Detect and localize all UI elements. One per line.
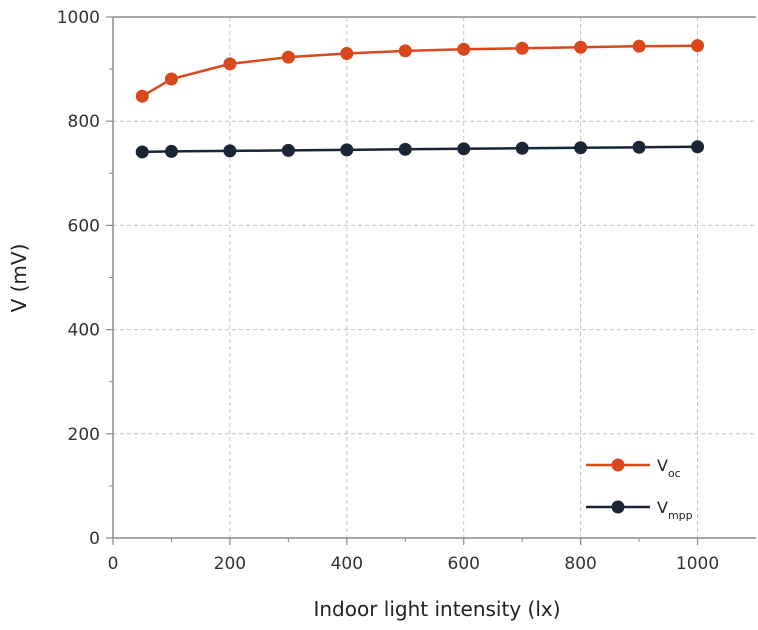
ticks: 0 200 400 600 800 1000 0 200 400 600 800 1000 [57, 8, 719, 574]
legend-label-vmpp-main: V [657, 498, 668, 517]
data-point-vmpp [164, 144, 178, 158]
y-tick-label: 800 [68, 112, 100, 132]
legend-item-vmpp: Vmpp [586, 498, 693, 522]
series-layer [135, 39, 705, 159]
data-point-voc [281, 50, 295, 64]
data-point-vmpp [457, 142, 471, 156]
data-point-voc [515, 41, 529, 55]
legend-label-voc-sub: oc [668, 467, 681, 480]
legend-label-voc: Voc [657, 456, 681, 480]
data-point-voc [398, 44, 412, 58]
y-tick-label: 200 [68, 425, 100, 445]
data-point-vmpp [515, 141, 529, 155]
data-point-vmpp [574, 141, 588, 155]
x-tick-label: 600 [448, 554, 480, 574]
series-line-voc [141, 44, 698, 98]
legend-label-voc-main: V [657, 456, 668, 475]
data-point-vmpp [135, 145, 149, 159]
data-point-vmpp [223, 144, 237, 158]
x-tick-label: 400 [331, 554, 363, 574]
grid [113, 16, 756, 538]
y-tick-label: 400 [68, 321, 100, 341]
data-point-voc [632, 39, 646, 53]
x-tick-label: 200 [214, 554, 246, 574]
x-axis-title: Indoor light intensity (lx) [313, 597, 560, 621]
x-tick-label: 1000 [676, 554, 719, 574]
data-point-vmpp [691, 140, 705, 154]
y-tick-label: 1000 [57, 8, 100, 28]
data-point-voc [164, 72, 178, 86]
data-point-voc [135, 89, 149, 103]
data-point-voc [691, 39, 705, 53]
x-tick-label: 0 [108, 554, 119, 574]
data-point-vmpp [398, 142, 412, 156]
y-tick-label: 0 [89, 529, 100, 549]
legend-label-vmpp-sub: mpp [668, 509, 693, 522]
y-tick-label: 600 [68, 216, 100, 236]
data-point-vmpp [281, 143, 295, 157]
legend-item-voc: Voc [586, 456, 681, 480]
data-point-voc [223, 57, 237, 71]
data-point-voc [574, 40, 588, 54]
legend-marker-voc [611, 458, 625, 472]
y-axis-title: V (mV) [7, 244, 31, 313]
x-tick-label: 800 [564, 554, 596, 574]
data-point-voc [457, 42, 471, 56]
data-point-vmpp [632, 140, 646, 154]
data-point-voc [340, 46, 354, 60]
legend: Voc Vmpp [586, 456, 693, 522]
data-point-vmpp [340, 143, 354, 157]
legend-marker-vmpp [611, 500, 625, 514]
legend-label-vmpp: Vmpp [657, 498, 693, 522]
